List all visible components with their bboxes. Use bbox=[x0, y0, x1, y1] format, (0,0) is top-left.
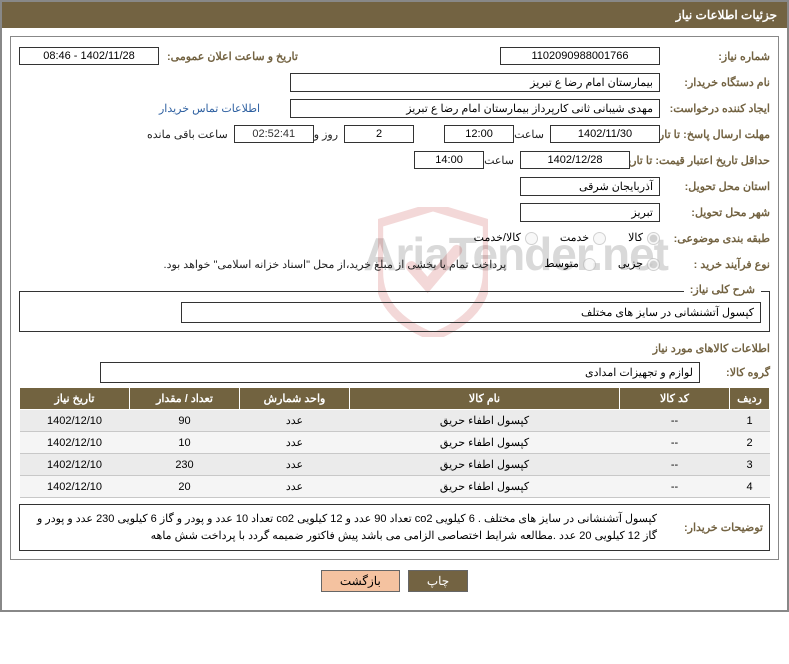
table-cell: عدد bbox=[240, 476, 350, 498]
table-cell: 3 bbox=[730, 454, 770, 476]
table-cell: عدد bbox=[240, 454, 350, 476]
field-province: آذربایجان شرقی bbox=[520, 177, 660, 196]
table-cell: -- bbox=[620, 432, 730, 454]
table-cell: 90 bbox=[130, 410, 240, 432]
label-goods-group: گروه کالا: bbox=[700, 366, 770, 379]
inner-panel: AriaTender.net شماره نیاز: 1102090988001… bbox=[10, 36, 779, 560]
row-province: استان محل تحویل: آذربایجان شرقی bbox=[19, 175, 770, 197]
back-button[interactable]: بازگشت bbox=[321, 570, 400, 592]
field-city: تبریز bbox=[520, 203, 660, 222]
category-radios: کالا خدمت کالا/خدمت bbox=[456, 231, 660, 245]
field-requester: مهدی شیبانی ثانی کارپرداز بیمارستان امام… bbox=[290, 99, 660, 118]
row-city: شهر محل تحویل: تبریز bbox=[19, 201, 770, 223]
label-remain: ساعت باقی مانده bbox=[147, 128, 228, 141]
label-hour2: ساعت bbox=[484, 154, 514, 167]
row-deadline: مهلت ارسال پاسخ: تا تاریخ: 1402/11/30 سا… bbox=[19, 123, 770, 145]
buyer-notes-box: توضیحات خریدار: کپسول آتشنشانی در سایز ه… bbox=[19, 504, 770, 551]
field-days-left: 2 bbox=[344, 125, 414, 143]
table-cell: 1 bbox=[730, 410, 770, 432]
need-desc-box: شرح کلی نیاز: کپسول آتشنشانی در سایز های… bbox=[19, 291, 770, 332]
table-cell: -- bbox=[620, 410, 730, 432]
proc-radios: جزیی متوسط bbox=[526, 257, 660, 271]
row-need-no: شماره نیاز: 1102090988001766 تاریخ و ساع… bbox=[19, 45, 770, 67]
table-cell: 1402/12/10 bbox=[20, 410, 130, 432]
row-buyer-org: نام دستگاه خریدار: بیمارستان امام رضا ع … bbox=[19, 71, 770, 93]
table-cell: 20 bbox=[130, 476, 240, 498]
table-cell: 10 bbox=[130, 432, 240, 454]
radio-goods[interactable]: کالا bbox=[628, 231, 660, 245]
table-cell: عدد bbox=[240, 410, 350, 432]
table-cell: -- bbox=[620, 454, 730, 476]
field-announce-dt: 1402/11/28 - 08:46 bbox=[19, 47, 159, 65]
label-category: طبقه بندی موضوعی: bbox=[660, 232, 770, 245]
content-area: AriaTender.net شماره نیاز: 1102090988001… bbox=[2, 28, 787, 610]
row-category: طبقه بندی موضوعی: کالا خدمت کالا/خدمت bbox=[19, 227, 770, 249]
table-cell: عدد bbox=[240, 432, 350, 454]
label-validity: حداقل تاریخ اعتبار قیمت: تا تاریخ: bbox=[630, 154, 770, 167]
table-cell: -- bbox=[620, 476, 730, 498]
table-cell: کپسول اطفاء حریق bbox=[350, 476, 620, 498]
label-city: شهر محل تحویل: bbox=[660, 206, 770, 219]
label-requester: ایجاد کننده درخواست: bbox=[660, 102, 770, 115]
field-need-no: 1102090988001766 bbox=[500, 47, 660, 65]
table-row: 4--کپسول اطفاء حریقعدد201402/12/10 bbox=[20, 476, 770, 498]
need-desc-field: کپسول آتشنشانی در سایز های مختلف bbox=[181, 302, 761, 323]
field-buyer-org: بیمارستان امام رضا ع تبریز bbox=[290, 73, 660, 92]
table-cell: 1402/12/10 bbox=[20, 476, 130, 498]
field-timer: 02:52:41 bbox=[234, 125, 314, 143]
table-cell: کپسول اطفاء حریق bbox=[350, 454, 620, 476]
label-days-and: روز و bbox=[314, 128, 338, 141]
items-table: ردیفکد کالانام کالاواحد شمارشتعداد / مقد… bbox=[19, 387, 770, 498]
label-deadline: مهلت ارسال پاسخ: تا تاریخ: bbox=[660, 128, 770, 141]
table-row: 2--کپسول اطفاء حریقعدد101402/12/10 bbox=[20, 432, 770, 454]
table-cell: کپسول اطفاء حریق bbox=[350, 410, 620, 432]
header-title: جزئیات اطلاعات نیاز bbox=[676, 8, 777, 22]
label-proc-type: نوع فرآیند خرید : bbox=[660, 258, 770, 271]
table-cell: 230 bbox=[130, 454, 240, 476]
label-announce-dt: تاریخ و ساعت اعلان عمومی: bbox=[167, 50, 298, 63]
need-desc-label: شرح کلی نیاز: bbox=[684, 283, 761, 296]
field-goods-group: لوازم و تجهیزات امدادی bbox=[100, 362, 700, 383]
radio-partial[interactable]: جزیی bbox=[618, 257, 660, 271]
goods-section-title: اطلاعات کالاهای مورد نیاز bbox=[19, 342, 770, 355]
field-validity-date: 1402/12/28 bbox=[520, 151, 630, 169]
label-need-no: شماره نیاز: bbox=[660, 50, 770, 63]
print-button[interactable]: چاپ bbox=[408, 570, 468, 592]
payment-note: پرداخت تمام یا بخشی از مبلغ خرید،از محل … bbox=[164, 258, 507, 271]
table-cell: کپسول اطفاء حریق bbox=[350, 432, 620, 454]
table-cell: 1402/12/10 bbox=[20, 454, 130, 476]
table-header: کد کالا bbox=[620, 388, 730, 410]
table-row: 1--کپسول اطفاء حریقعدد901402/12/10 bbox=[20, 410, 770, 432]
field-validity-time: 14:00 bbox=[414, 151, 484, 169]
label-hour1: ساعت bbox=[514, 128, 544, 141]
row-proc-type: نوع فرآیند خرید : جزیی متوسط پرداخت تمام… bbox=[19, 253, 770, 275]
table-header: تعداد / مقدار bbox=[130, 388, 240, 410]
label-buyer-org: نام دستگاه خریدار: bbox=[660, 76, 770, 89]
button-row: چاپ بازگشت bbox=[10, 570, 779, 592]
header-bar: جزئیات اطلاعات نیاز bbox=[2, 2, 787, 28]
main-container: جزئیات اطلاعات نیاز AriaTender.net شماره… bbox=[0, 0, 789, 612]
table-row: 3--کپسول اطفاء حریقعدد2301402/12/10 bbox=[20, 454, 770, 476]
contact-link[interactable]: اطلاعات تماس خریدار bbox=[159, 102, 260, 115]
field-deadline-time: 12:00 bbox=[444, 125, 514, 143]
table-cell: 1402/12/10 bbox=[20, 432, 130, 454]
buyer-notes-label: توضیحات خریدار: bbox=[663, 521, 763, 534]
row-requester: ایجاد کننده درخواست: مهدی شیبانی ثانی کا… bbox=[19, 97, 770, 119]
table-header: ردیف bbox=[730, 388, 770, 410]
table-cell: 4 bbox=[730, 476, 770, 498]
row-validity: حداقل تاریخ اعتبار قیمت: تا تاریخ: 1402/… bbox=[19, 149, 770, 171]
radio-both[interactable]: کالا/خدمت bbox=[474, 231, 538, 245]
table-header: تاریخ نیاز bbox=[20, 388, 130, 410]
table-header: واحد شمارش bbox=[240, 388, 350, 410]
label-province: استان محل تحویل: bbox=[660, 180, 770, 193]
radio-medium[interactable]: متوسط bbox=[544, 257, 596, 271]
radio-service[interactable]: خدمت bbox=[560, 231, 606, 245]
buyer-notes-text: کپسول آتشنشانی در سایز های مختلف . 6 کیل… bbox=[26, 511, 663, 544]
row-goods-group: گروه کالا: لوازم و تجهیزات امدادی bbox=[19, 361, 770, 383]
table-cell: 2 bbox=[730, 432, 770, 454]
field-deadline-date: 1402/11/30 bbox=[550, 125, 660, 143]
table-header: نام کالا bbox=[350, 388, 620, 410]
